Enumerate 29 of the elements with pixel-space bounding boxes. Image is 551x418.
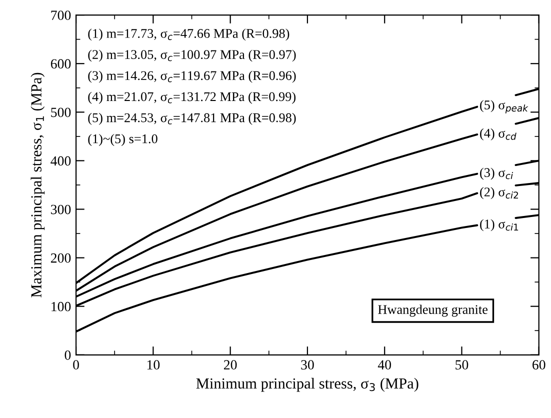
- x-tick-label: 0: [73, 360, 79, 370]
- y-tick-label: 300: [51, 204, 71, 214]
- x-tick-label: 30: [301, 360, 314, 370]
- annotation: (3) m=14.26, σ$_{c}$=119.67 MPa (R=0.96): [88, 70, 296, 83]
- legend-label: (4) σ$_{cd}$: [480, 128, 516, 140]
- y-tick-label: 100: [52, 302, 71, 312]
- annotation: (5) m=24.53, σ$_{c}$=147.81 MPa (R=0.98): [88, 112, 296, 125]
- y-tick-label: 200: [50, 253, 71, 263]
- annotation: (1)~(5) s=1.0: [88, 134, 158, 146]
- x-tick-label: 40: [378, 360, 392, 370]
- x-tick-label: 20: [224, 360, 237, 370]
- x-tick-label: 50: [456, 360, 468, 370]
- x-tick-label: 60: [532, 360, 546, 370]
- legend-label: (1) σ$_{ci1}$: [480, 219, 518, 232]
- y-tick-label: 700: [51, 10, 71, 20]
- series-label: (3) σ$_{ci}$: [480, 168, 513, 180]
- x-tick-label: 10: [147, 360, 160, 370]
- y-axis-title: Maximum principal stress, σ$_{1}$ (MPa): [30, 72, 45, 298]
- y-tick-label: 600: [50, 59, 71, 69]
- y-tick-label: 500: [51, 108, 71, 118]
- legend-label: (5) σ$_{peak}$: [480, 100, 528, 114]
- y-tick-label: 400: [50, 156, 71, 166]
- annotation: (1) m=17.73, σ$_{c}$=47.66 MPa (R=0.98): [88, 28, 290, 41]
- y-tick-label: 0: [64, 350, 71, 360]
- series-label: (2) σ$_{ci2}$: [480, 187, 518, 200]
- annotation: (4) m=21.07, σ$_{c}$=131.72 MPa (R=0.99): [88, 92, 296, 104]
- annotation: (2) m=13.05, σ$_{c}$=100.97 MPa (R=0.97): [88, 50, 296, 62]
- x-axis-title: Minimum principal stress, σ$_{3}$ (MPa): [196, 378, 418, 392]
- annotation: Hwangdeung granite: [378, 304, 488, 317]
